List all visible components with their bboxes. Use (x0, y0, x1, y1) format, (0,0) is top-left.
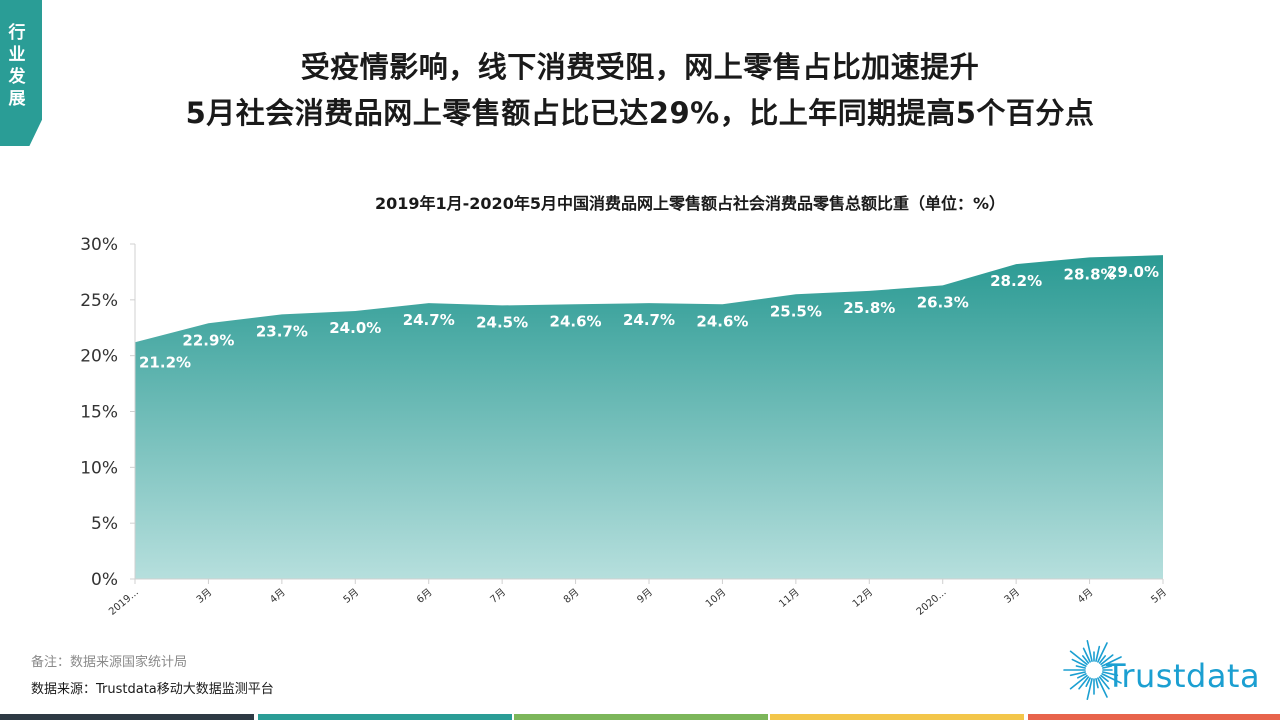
x-tick-label: 3月 (1002, 586, 1022, 606)
logo-ray (1095, 677, 1099, 689)
logo-ray (1101, 671, 1119, 677)
sunburst-logo-icon (1063, 639, 1122, 701)
x-tick-label: 7月 (488, 586, 508, 606)
y-tick-label: 25% (80, 291, 118, 311)
data-label: 25.8% (843, 299, 895, 317)
x-tick-label: 5月 (1149, 586, 1169, 606)
logo-ray (1100, 654, 1114, 666)
logo-ray (1069, 650, 1088, 666)
data-label: 23.7% (256, 322, 308, 340)
data-label: 24.7% (623, 311, 675, 329)
section-tab: 行业发展 (0, 0, 42, 146)
x-tick-label: 2020... (915, 587, 949, 618)
x-tick-label: 5月 (341, 586, 361, 606)
x-tick-label: 4月 (268, 586, 288, 606)
data-label: 26.3% (917, 293, 969, 311)
logo-ray (1069, 674, 1088, 690)
footnote-source: 数据来源：Trustdata移动大数据监测平台 (31, 682, 274, 697)
logo-ray (1082, 647, 1091, 663)
x-tick-label: 2019... (107, 587, 141, 618)
headline-line-2: 5月社会消费品网上零售额占比已达29%，比上年同期提高5个百分点 (185, 96, 1095, 130)
logo-ray (1095, 645, 1101, 663)
y-tick-label: 30% (80, 235, 118, 255)
logo-ray (1100, 674, 1109, 683)
footer-bar-2 (258, 714, 512, 720)
footnote-note: 备注：数据来源国家统计局 (31, 655, 188, 670)
data-label: 29.0% (1107, 263, 1159, 281)
logo-ray (1069, 671, 1087, 677)
y-tick-label: 10% (80, 458, 118, 478)
x-tick-label: 3月 (194, 586, 214, 606)
area-chart: 0% 5% 10% 15% 20% 25% 30% 2019... 3月 4月 5月 6月 7月 8月 9月… (80, 235, 1169, 618)
area-series (135, 255, 1163, 579)
x-tick-label: 9月 (635, 586, 655, 606)
logo-ray (1097, 642, 1108, 663)
data-label: 28.2% (990, 272, 1042, 290)
y-tick-label: 0% (91, 570, 118, 590)
logo-ray (1097, 677, 1108, 698)
y-tick-label: 20% (80, 347, 118, 367)
logo-ray (1086, 677, 1093, 701)
data-label: 24.7% (403, 311, 455, 329)
data-label: 28.8% (1064, 265, 1116, 283)
x-tick-label: 4月 (1075, 586, 1095, 606)
x-tick-label: 10月 (703, 586, 728, 610)
logo-ray (1098, 655, 1107, 664)
x-tick-label: 8月 (561, 586, 581, 606)
footer-bar-1 (0, 714, 254, 720)
headline-line-1: 受疫情影响，线下消费受阻，网上零售占比加速提升 (300, 50, 980, 84)
x-tick-label: 12月 (850, 586, 875, 610)
x-tick-label: 11月 (777, 586, 802, 610)
data-label: 22.9% (182, 331, 234, 349)
logo-ray (1085, 677, 1091, 688)
logo-ray (1101, 656, 1122, 667)
logo-ray (1086, 639, 1093, 663)
brand-name: Trustdata (1106, 657, 1261, 695)
logo-ray (1076, 673, 1087, 679)
footer-bar-5 (1028, 714, 1280, 720)
logo-ray (1081, 655, 1090, 664)
y-tick-label: 5% (91, 514, 118, 534)
data-label: 24.0% (329, 319, 381, 337)
data-label: 24.5% (476, 313, 528, 331)
y-tick-label: 15% (80, 403, 118, 423)
footer-bar-4 (770, 714, 1024, 720)
data-label: 21.2% (139, 353, 191, 371)
logo-ray (1101, 673, 1122, 684)
logo-ray (1071, 658, 1087, 667)
chart-title: 2019年1月-2020年5月中国消费品网上零售额占社会消费品零售总额比重（单位… (374, 194, 1005, 213)
data-label: 24.6% (696, 312, 748, 330)
logo-ray (1075, 665, 1087, 669)
logo-ray (1098, 676, 1110, 690)
section-tab-label: 行业发展 (8, 23, 26, 109)
data-label: 24.6% (550, 312, 602, 330)
logo-ray (1101, 665, 1113, 669)
footer-bar-3 (514, 714, 768, 720)
logo-ray (1078, 676, 1090, 690)
x-tick-label: 6月 (414, 586, 434, 606)
data-label: 25.5% (770, 302, 822, 320)
